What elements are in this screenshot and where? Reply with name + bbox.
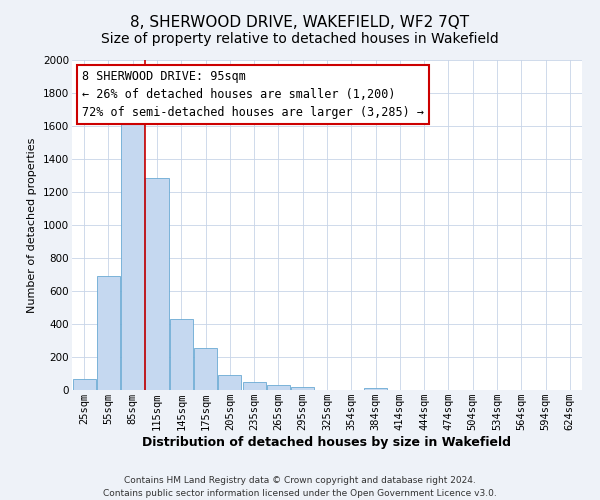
Bar bbox=[73, 380, 95, 390]
Text: 8 SHERWOOD DRIVE: 95sqm
← 26% of detached houses are smaller (1,200)
72% of semi: 8 SHERWOOD DRIVE: 95sqm ← 26% of detache… bbox=[82, 70, 424, 119]
Text: 8, SHERWOOD DRIVE, WAKEFIELD, WF2 7QT: 8, SHERWOOD DRIVE, WAKEFIELD, WF2 7QT bbox=[130, 15, 470, 30]
Bar bbox=[218, 376, 241, 390]
Text: Size of property relative to detached houses in Wakefield: Size of property relative to detached ho… bbox=[101, 32, 499, 46]
X-axis label: Distribution of detached houses by size in Wakefield: Distribution of detached houses by size … bbox=[143, 436, 511, 449]
Bar bbox=[121, 120, 144, 390]
Bar bbox=[145, 178, 169, 390]
Bar bbox=[291, 386, 314, 390]
Bar bbox=[364, 388, 387, 390]
Text: Contains HM Land Registry data © Crown copyright and database right 2024.
Contai: Contains HM Land Registry data © Crown c… bbox=[103, 476, 497, 498]
Bar bbox=[194, 348, 217, 390]
Bar bbox=[242, 382, 266, 390]
Bar bbox=[267, 386, 290, 390]
Bar bbox=[170, 319, 193, 390]
Bar bbox=[97, 276, 120, 390]
Y-axis label: Number of detached properties: Number of detached properties bbox=[28, 138, 37, 312]
